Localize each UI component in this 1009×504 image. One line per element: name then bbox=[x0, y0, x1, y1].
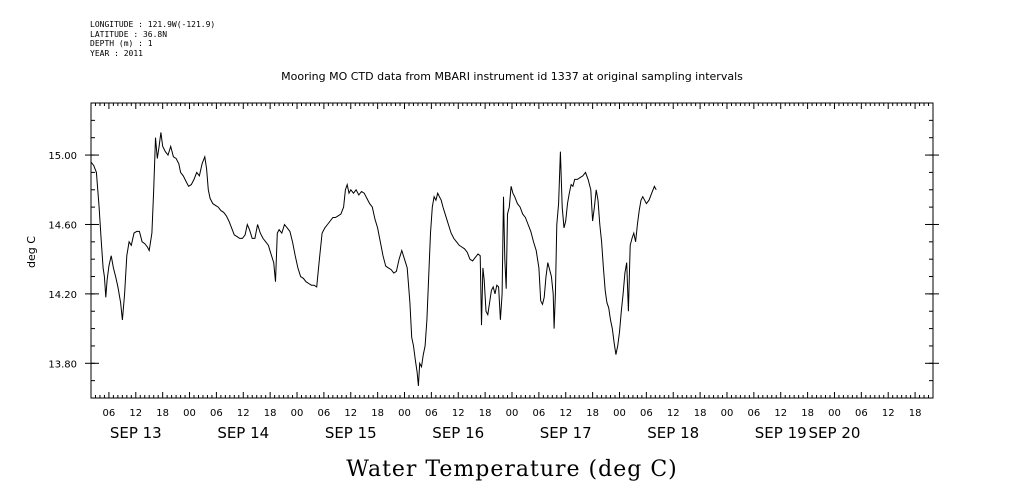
x-day-label: SEP 15 bbox=[325, 424, 377, 442]
x-tick-label: 06 bbox=[103, 408, 116, 419]
chart-title: Mooring MO CTD data from MBARI instrumen… bbox=[281, 70, 743, 83]
x-tick-label: 18 bbox=[586, 408, 599, 419]
y-axis: 15.00 14.60 14.20 13.80 bbox=[48, 102, 939, 399]
x-tick-label: 18 bbox=[909, 408, 922, 419]
latitude-label: LATITUDE : 36.8N bbox=[90, 29, 168, 39]
x-tick-label: 00 bbox=[291, 408, 304, 419]
x-day-label: SEP 20 bbox=[809, 424, 861, 442]
y-tick-label: 15.00 bbox=[48, 151, 77, 162]
y-tick-label: 14.60 bbox=[48, 220, 77, 231]
x-tick-label: 12 bbox=[129, 408, 142, 419]
year-label: YEAR : 2011 bbox=[90, 48, 143, 58]
x-tick-label: 12 bbox=[344, 408, 357, 419]
depth-label: DEPTH (m) : 1 bbox=[90, 39, 153, 48]
x-tick-label: 12 bbox=[452, 408, 465, 419]
x-tick-label: 00 bbox=[721, 408, 734, 419]
x-day-label: SEP 19 bbox=[755, 424, 807, 442]
x-tick-label: 18 bbox=[694, 408, 707, 419]
x-day-label: SEP 13 bbox=[110, 424, 162, 442]
x-tick-label: 00 bbox=[613, 408, 626, 419]
x-tick-label: 06 bbox=[425, 408, 438, 419]
x-day-label: SEP 17 bbox=[540, 424, 592, 442]
x-tick-label: 00 bbox=[506, 408, 519, 419]
longitude-label: LONGITUDE : 121.9W(-121.9) bbox=[90, 20, 216, 29]
x-tick-label: 06 bbox=[533, 408, 546, 419]
plot-frame bbox=[90, 102, 934, 399]
x-tick-label: 06 bbox=[747, 408, 760, 419]
x-tick-label: 12 bbox=[774, 408, 787, 419]
y-axis-label: deg C bbox=[25, 236, 38, 268]
temperature-series-line bbox=[90, 132, 657, 386]
x-tick-label: 00 bbox=[828, 408, 841, 419]
x-tick-label: 18 bbox=[801, 408, 814, 419]
x-tick-label: 18 bbox=[156, 408, 169, 419]
x-day-label: SEP 18 bbox=[647, 424, 699, 442]
x-tick-label: 18 bbox=[479, 408, 492, 419]
x-tick-label: 06 bbox=[855, 408, 868, 419]
x-tick-label: 12 bbox=[882, 408, 895, 419]
y-tick-label: 13.80 bbox=[48, 359, 77, 370]
x-tick-label: 18 bbox=[371, 408, 384, 419]
x-tick-label: 18 bbox=[264, 408, 277, 419]
x-tick-label: 06 bbox=[210, 408, 223, 419]
y-tick-label: 14.20 bbox=[48, 290, 77, 301]
x-tick-label: 12 bbox=[667, 408, 680, 419]
x-axis-label: Water Temperature (deg C) bbox=[346, 457, 678, 482]
x-axis: 06 12 18 00 06 12 18 00 06 12 18 00 06 12 18 00 06 12 18 00… bbox=[90, 103, 934, 442]
x-day-label: SEP 14 bbox=[217, 424, 269, 442]
x-tick-label: 12 bbox=[559, 408, 572, 419]
x-tick-label: 12 bbox=[237, 408, 250, 419]
x-tick-label: 06 bbox=[640, 408, 653, 419]
x-tick-label: 00 bbox=[183, 408, 196, 419]
x-tick-label: 00 bbox=[398, 408, 411, 419]
mooring-metadata: LONGITUDE : 121.9W(-121.9) LATITUDE : 36… bbox=[90, 20, 215, 58]
x-tick-label: 06 bbox=[318, 408, 331, 419]
x-day-label: SEP 16 bbox=[432, 424, 484, 442]
